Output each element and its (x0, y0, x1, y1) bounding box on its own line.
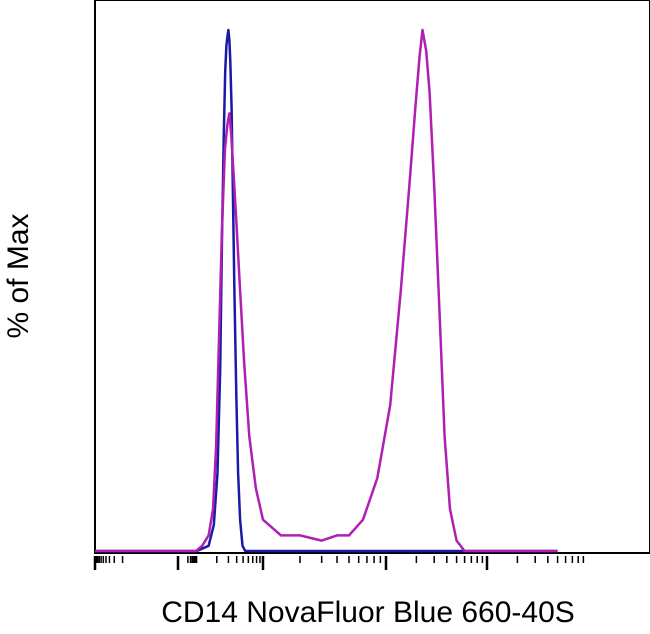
x-axis-label: CD14 NovaFluor Blue 660-40S (161, 596, 575, 629)
x-axis-ticks (93, 556, 585, 570)
y-axis-label: % of Max (2, 213, 35, 338)
plot-frame (94, 0, 650, 554)
series-line-2 (95, 28, 558, 553)
series-lines (95, 28, 558, 553)
series-line-1 (95, 28, 558, 553)
